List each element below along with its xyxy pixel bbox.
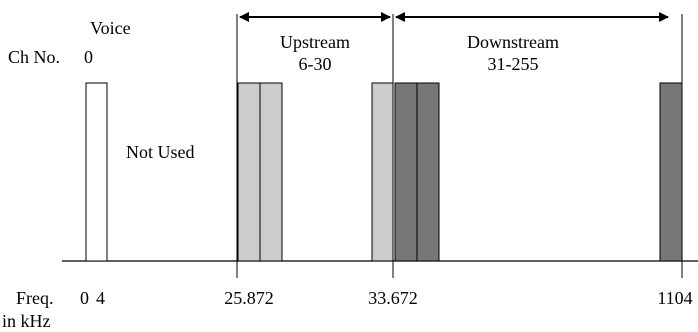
- downstream-channel-bar: [394, 82, 418, 262]
- in-khz-label: in kHz: [2, 311, 51, 331]
- upstream-range-label: 6-30: [299, 54, 332, 74]
- upstream-label: Upstream: [280, 32, 350, 52]
- upstream-channel-bar: [259, 82, 283, 262]
- not-used-label: Not Used: [126, 142, 195, 162]
- downstream-channel-bar: [659, 82, 683, 262]
- tick-label-0: 0: [80, 288, 89, 308]
- channel-zero-label: 0: [84, 47, 93, 67]
- downstream-label: Downstream: [467, 32, 559, 52]
- tick-label-4: 4: [96, 288, 105, 308]
- voice-label: Voice: [90, 18, 131, 38]
- upstream-channel-bar: [237, 82, 261, 262]
- upstream-channel-bar: [371, 82, 394, 262]
- tick-label-25872: 25.872: [224, 288, 274, 308]
- downstream-channel-bar: [416, 82, 440, 262]
- downstream-range-label: 31-255: [488, 54, 539, 74]
- tick-label-1104: 1104: [657, 288, 692, 308]
- voice-channel-bar: [85, 82, 108, 262]
- freq-label: Freq.: [16, 288, 54, 308]
- tick-label-33672: 33.672: [368, 288, 418, 308]
- channel-number-label: Ch No.: [8, 47, 60, 67]
